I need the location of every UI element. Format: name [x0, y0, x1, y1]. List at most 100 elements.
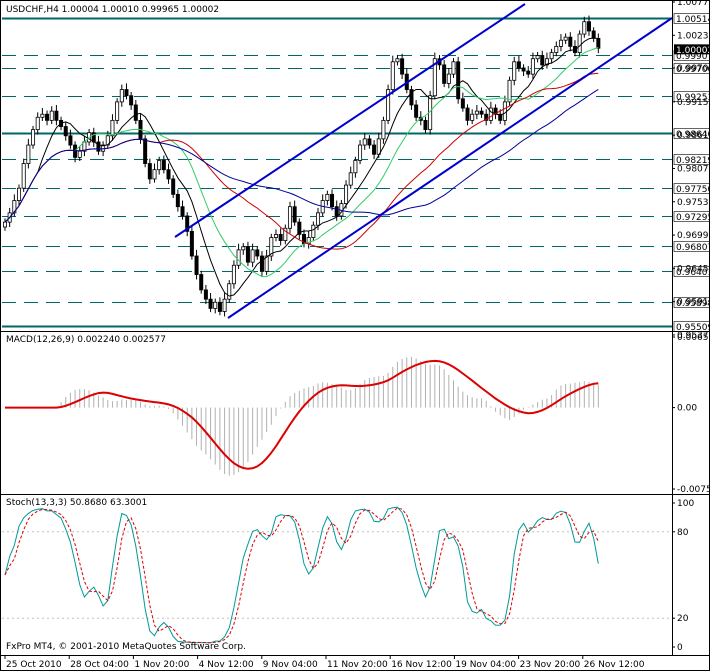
level-price-label: 0.96401	[676, 268, 710, 278]
level-price-label: 0.95509	[676, 323, 710, 333]
bullish-candle	[287, 206, 292, 229]
bearish-candle	[180, 206, 185, 217]
bearish-candle	[540, 55, 545, 66]
stoch-signal-line	[4, 507, 599, 644]
stoch-main-line	[4, 506, 599, 644]
bullish-candle	[535, 55, 540, 60]
macd-signal-line	[5, 359, 599, 470]
bullish-candle	[507, 79, 512, 103]
bearish-candle	[124, 89, 129, 97]
bullish-candle	[119, 89, 124, 103]
bearish-candle	[409, 89, 414, 106]
time-tick-label: 28 Oct 04:00	[70, 660, 129, 670]
time-tick-label: 16 Nov 12:00	[391, 660, 452, 670]
price-tick-label: 0.99700	[677, 64, 710, 74]
ma-long-line	[4, 88, 599, 223]
bullish-candle	[554, 45, 559, 53]
bearish-candle	[372, 144, 377, 155]
bullish-candle	[152, 169, 157, 180]
bullish-candle	[231, 264, 236, 285]
bearish-candle	[456, 61, 461, 100]
copyright-text: FxPro MT4, © 2001-2010 MetaQuotes Softwa…	[6, 642, 246, 652]
level-price-tag	[673, 211, 710, 222]
bullish-candle	[549, 52, 554, 60]
bullish-candle	[17, 187, 22, 201]
time-tick-label: 26 Nov 12:00	[584, 660, 645, 670]
bearish-candle	[255, 249, 260, 257]
bearish-candle	[166, 169, 171, 180]
bullish-candle	[544, 58, 549, 66]
bullish-candle	[157, 160, 162, 171]
trend-channel-line[interactable]	[227, 17, 673, 319]
bullish-candle	[101, 144, 106, 152]
bearish-candle	[292, 206, 297, 223]
macd-tick-label: 0.00655	[677, 333, 710, 343]
bearish-candle	[147, 163, 152, 180]
bearish-candle	[460, 98, 465, 109]
current-price-label: 1.00002	[676, 46, 710, 56]
current-price-tag	[674, 44, 710, 55]
time-tick-label: 23 Nov 20:00	[520, 660, 581, 670]
level-price-tag	[673, 183, 710, 194]
bearish-candle	[143, 138, 148, 164]
bullish-candle	[49, 110, 54, 121]
bearish-candle	[400, 58, 405, 75]
bullish-candle	[311, 224, 316, 238]
stoch-tick-label: 0	[677, 643, 683, 653]
stoch-tick-label: 100	[677, 499, 694, 509]
macd-tick-label: 0.00	[677, 404, 697, 414]
price-pane: 1.00514 0.99907 0.99700 0.99253 0.98646 0.982…	[2, 0, 710, 341]
level-price-label: 0.97750	[676, 185, 710, 195]
bullish-candle	[26, 144, 31, 164]
bearish-candle	[516, 61, 521, 69]
bearish-candle	[189, 230, 194, 257]
ma-medium-line	[4, 47, 599, 278]
trend-channel-line[interactable]	[174, 3, 526, 238]
level-price-tag	[673, 63, 710, 74]
bearish-candle	[596, 37, 601, 49]
bullish-candle	[236, 249, 241, 266]
bearish-candle	[133, 104, 138, 121]
bearish-candle	[330, 193, 335, 208]
bearish-candle	[194, 255, 199, 275]
bullish-candle	[269, 237, 274, 257]
macd-tick-label: -0.00755	[677, 485, 710, 495]
bullish-candle	[362, 138, 367, 146]
bearish-candle	[161, 160, 166, 171]
macd-label: MACD(12,26,9) 0.002240 0.002577	[6, 335, 166, 345]
bullish-candle	[77, 150, 82, 158]
bullish-candle	[502, 101, 507, 121]
bearish-candle	[73, 144, 78, 158]
bearish-candle	[45, 113, 50, 121]
level-price-tag	[673, 91, 710, 102]
time-tick-label: 25 Oct 2010	[6, 660, 62, 670]
price-tick-label: 1.00770	[677, 0, 710, 8]
bearish-candle	[334, 206, 339, 217]
level-price-label: 0.99253	[676, 93, 710, 103]
price-tick-label: 0.95370	[677, 331, 710, 341]
bearish-candle	[245, 246, 250, 263]
bullish-candle	[432, 58, 437, 97]
bullish-candle	[582, 21, 587, 35]
bearish-candle	[521, 67, 526, 72]
level-price-label: 0.98219	[676, 156, 710, 166]
bullish-candle	[353, 160, 358, 174]
bullish-candle	[395, 58, 400, 63]
bullish-candle	[273, 234, 278, 238]
bearish-candle	[465, 107, 470, 121]
level-price-label: 0.99700	[676, 65, 710, 75]
bullish-candle	[283, 227, 288, 242]
bullish-candle	[512, 61, 517, 81]
bullish-candle	[358, 144, 363, 161]
bullish-candle	[40, 113, 45, 118]
time-tick-label: 9 Nov 04:00	[263, 660, 318, 670]
level-price-label: 0.99907	[676, 52, 710, 62]
bullish-candle	[35, 116, 40, 131]
bullish-candle	[325, 193, 330, 201]
bullish-candle	[241, 246, 246, 251]
bearish-candle	[96, 141, 101, 152]
bearish-candle	[586, 21, 591, 32]
